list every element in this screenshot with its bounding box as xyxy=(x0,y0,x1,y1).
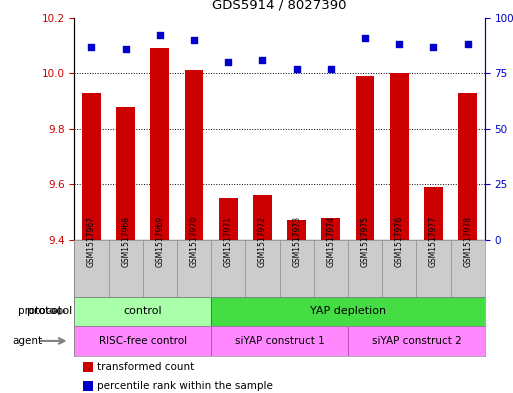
Bar xyxy=(348,326,485,356)
Text: GSM1517967: GSM1517967 xyxy=(87,216,96,267)
Bar xyxy=(287,220,306,240)
Point xyxy=(259,57,267,63)
Text: YAP depletion: YAP depletion xyxy=(310,307,386,316)
Bar xyxy=(185,70,204,240)
Text: GSM1517977: GSM1517977 xyxy=(429,216,438,267)
Point xyxy=(87,43,95,50)
Bar xyxy=(219,198,238,240)
Bar xyxy=(83,381,93,391)
Text: siYAP construct 1: siYAP construct 1 xyxy=(235,336,324,346)
Point xyxy=(327,66,335,72)
Bar xyxy=(356,76,374,240)
Bar xyxy=(74,326,211,356)
Point xyxy=(429,43,438,50)
Text: protocol: protocol xyxy=(18,307,61,316)
Text: GSM1517974: GSM1517974 xyxy=(326,216,336,267)
Text: GSM1517976: GSM1517976 xyxy=(395,216,404,267)
Text: GSM1517973: GSM1517973 xyxy=(292,216,301,267)
Bar xyxy=(390,73,409,240)
Bar xyxy=(253,195,272,240)
Point xyxy=(224,59,232,65)
Text: GSM1517978: GSM1517978 xyxy=(463,216,472,267)
Text: protocol: protocol xyxy=(27,307,72,316)
Text: agent: agent xyxy=(13,336,43,346)
Text: GSM1517971: GSM1517971 xyxy=(224,216,233,267)
Bar xyxy=(150,48,169,240)
Bar xyxy=(82,93,101,240)
Bar xyxy=(74,297,211,326)
Point xyxy=(395,41,403,48)
Text: GSM1517968: GSM1517968 xyxy=(121,216,130,267)
Bar xyxy=(458,93,477,240)
Text: RISC-free control: RISC-free control xyxy=(98,336,187,346)
Text: GDS5914 / 8027390: GDS5914 / 8027390 xyxy=(212,0,347,12)
Bar xyxy=(211,326,348,356)
Bar xyxy=(211,297,485,326)
Point xyxy=(361,35,369,41)
Bar xyxy=(322,217,340,240)
Text: transformed count: transformed count xyxy=(97,362,194,372)
Point xyxy=(190,37,198,43)
Text: siYAP construct 2: siYAP construct 2 xyxy=(371,336,461,346)
Text: GSM1517969: GSM1517969 xyxy=(155,216,164,267)
Bar xyxy=(424,187,443,240)
Text: GSM1517970: GSM1517970 xyxy=(190,216,199,267)
Point xyxy=(464,41,472,48)
Point xyxy=(292,66,301,72)
Bar xyxy=(83,362,93,373)
Point xyxy=(122,46,130,52)
Text: control: control xyxy=(124,307,162,316)
Text: GSM1517975: GSM1517975 xyxy=(361,216,369,267)
Point xyxy=(156,32,164,39)
Text: percentile rank within the sample: percentile rank within the sample xyxy=(97,381,273,391)
Text: GSM1517972: GSM1517972 xyxy=(258,216,267,267)
Bar xyxy=(116,107,135,240)
